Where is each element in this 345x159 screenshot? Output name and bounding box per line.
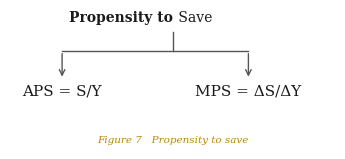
- Text: Save: Save: [174, 11, 213, 25]
- Text: MPS = ΔS/ΔY: MPS = ΔS/ΔY: [195, 84, 302, 98]
- Text: Propensity to: Propensity to: [69, 11, 172, 25]
- Text: Figure 7   Propensity to save: Figure 7 Propensity to save: [97, 136, 248, 145]
- Text: APS = S/Y: APS = S/Y: [22, 84, 102, 98]
